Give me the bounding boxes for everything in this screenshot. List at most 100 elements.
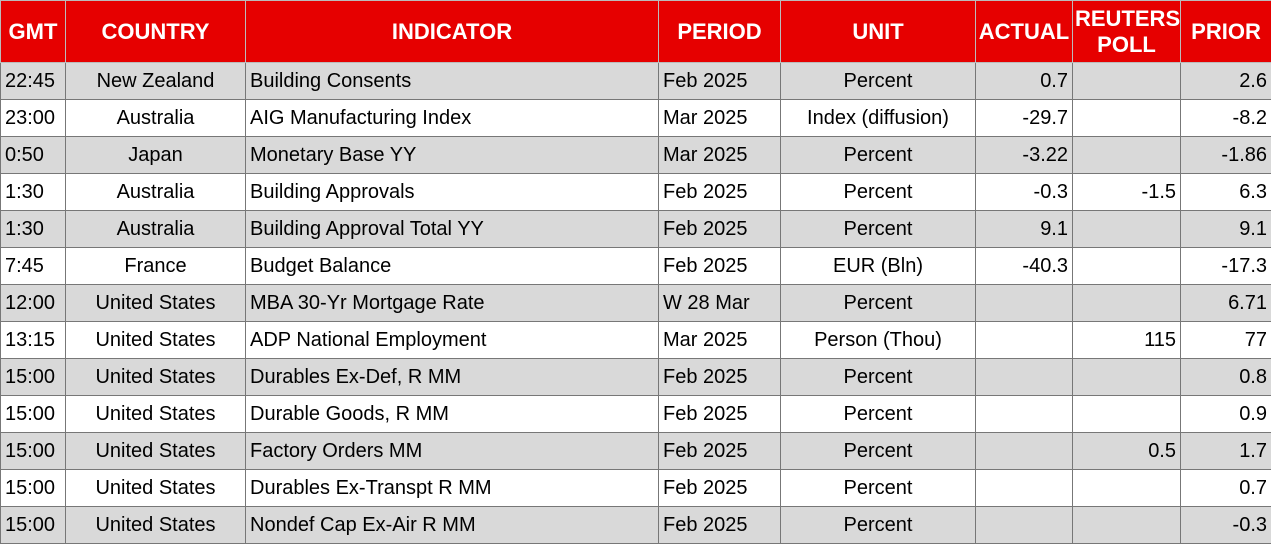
table-cell: Percent [781,137,976,174]
empty-cell [1073,137,1181,174]
table-cell: Durables Ex-Transpt R MM [246,470,659,507]
table-cell: -8.2 [1181,100,1271,137]
table-cell: Budget Balance [246,248,659,285]
table-cell: 0.8 [1181,359,1271,396]
table-cell: 9.1 [976,211,1073,248]
table-cell: EUR (Bln) [781,248,976,285]
table-cell: Index (diffusion) [781,100,976,137]
column-header: PERIOD [659,1,781,63]
empty-cell [976,470,1073,507]
column-header: INDICATOR [246,1,659,63]
table-cell: 0:50 [1,137,66,174]
table-cell: United States [66,359,246,396]
empty-cell [976,396,1073,433]
table-cell: AIG Manufacturing Index [246,100,659,137]
table-cell: Percent [781,285,976,322]
table-cell: -3.22 [976,137,1073,174]
table-cell: 2.6 [1181,63,1271,100]
table-cell: United States [66,285,246,322]
table-cell: 13:15 [1,322,66,359]
table-cell: Australia [66,174,246,211]
table-cell: Feb 2025 [659,433,781,470]
table-cell: Japan [66,137,246,174]
table-cell: 1:30 [1,174,66,211]
table-cell: 15:00 [1,470,66,507]
table-cell: Percent [781,433,976,470]
table-cell: 0.5 [1073,433,1181,470]
column-header: ACTUAL [976,1,1073,63]
table-cell: -0.3 [1181,507,1271,544]
table-cell: Mar 2025 [659,137,781,174]
table-cell: W 28 Mar [659,285,781,322]
empty-cell [976,433,1073,470]
table-cell: 6.71 [1181,285,1271,322]
table-cell: Building Approval Total YY [246,211,659,248]
table-cell: Percent [781,470,976,507]
column-header: COUNTRY [66,1,246,63]
table-cell: Feb 2025 [659,396,781,433]
table-cell: -1.86 [1181,137,1271,174]
table-cell: Feb 2025 [659,470,781,507]
table-cell: Monetary Base YY [246,137,659,174]
table-cell: Durables Ex-Def, R MM [246,359,659,396]
table-cell: Building Approvals [246,174,659,211]
table-cell: Percent [781,174,976,211]
table-cell: 6.3 [1181,174,1271,211]
table-cell: MBA 30-Yr Mortgage Rate [246,285,659,322]
table-cell: United States [66,322,246,359]
table-cell: United States [66,433,246,470]
column-header: REUTERS POLL [1073,1,1181,63]
table-cell: 12:00 [1,285,66,322]
table-cell: Percent [781,396,976,433]
column-header: UNIT [781,1,976,63]
empty-cell [1073,63,1181,100]
table-cell: Feb 2025 [659,248,781,285]
table-cell: Feb 2025 [659,359,781,396]
table-cell: 9.1 [1181,211,1271,248]
table-cell: 15:00 [1,507,66,544]
table-cell: -1.5 [1073,174,1181,211]
empty-cell [976,285,1073,322]
column-header: GMT [1,1,66,63]
empty-cell [1073,100,1181,137]
table-cell: 22:45 [1,63,66,100]
table-cell: Australia [66,100,246,137]
table-cell: Percent [781,359,976,396]
table-cell: 0.9 [1181,396,1271,433]
table-cell: United States [66,396,246,433]
table-cell: Building Consents [246,63,659,100]
table-cell: 115 [1073,322,1181,359]
table-cell: Australia [66,211,246,248]
empty-cell [1073,248,1181,285]
table-cell: ADP National Employment [246,322,659,359]
table-cell: Percent [781,211,976,248]
table-cell: Mar 2025 [659,322,781,359]
table-cell: 15:00 [1,359,66,396]
empty-cell [1073,396,1181,433]
table-cell: 77 [1181,322,1271,359]
table-cell: 1.7 [1181,433,1271,470]
table-cell: France [66,248,246,285]
table-cell: 23:00 [1,100,66,137]
table-cell: Percent [781,63,976,100]
table-cell: Feb 2025 [659,174,781,211]
empty-cell [976,507,1073,544]
table-cell: Nondef Cap Ex-Air R MM [246,507,659,544]
table-cell: -29.7 [976,100,1073,137]
table-cell: Mar 2025 [659,100,781,137]
table-cell: 15:00 [1,396,66,433]
table-cell: Durable Goods, R MM [246,396,659,433]
